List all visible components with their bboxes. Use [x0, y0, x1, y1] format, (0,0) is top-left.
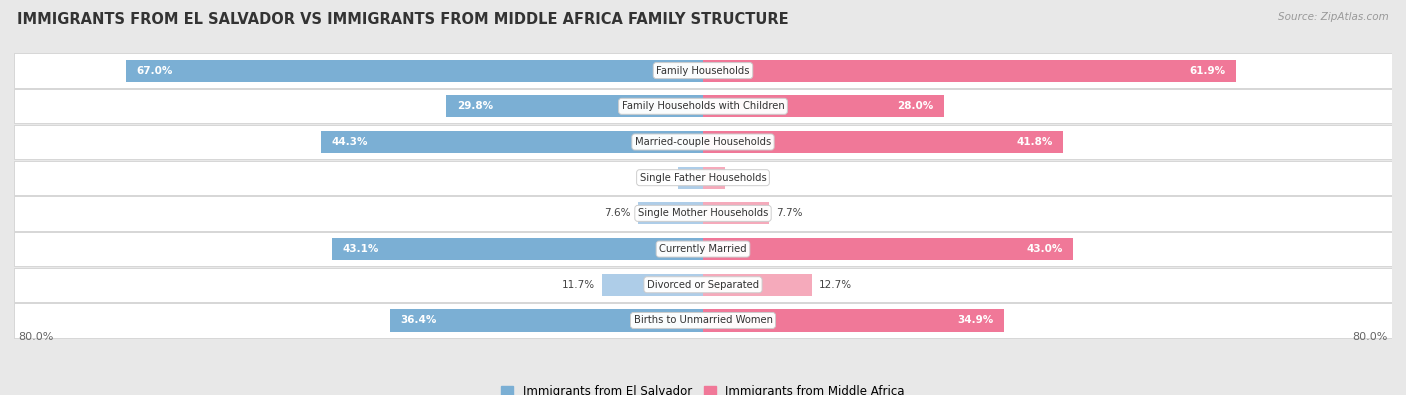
- Bar: [446, 95, 703, 117]
- Text: 44.3%: 44.3%: [332, 137, 368, 147]
- Text: Source: ZipAtlas.com: Source: ZipAtlas.com: [1278, 12, 1389, 22]
- Bar: [678, 167, 703, 189]
- Bar: [322, 131, 703, 153]
- Text: 11.7%: 11.7%: [562, 280, 595, 290]
- Text: 80.0%: 80.0%: [18, 332, 53, 342]
- Text: 28.0%: 28.0%: [897, 101, 934, 111]
- Bar: [127, 60, 703, 82]
- Bar: [703, 202, 769, 224]
- Text: 29.8%: 29.8%: [457, 101, 494, 111]
- Text: 7.6%: 7.6%: [605, 209, 631, 218]
- Text: Single Mother Households: Single Mother Households: [638, 209, 768, 218]
- Bar: [637, 202, 703, 224]
- Text: Births to Unmarried Women: Births to Unmarried Women: [634, 316, 772, 325]
- Bar: [14, 268, 1392, 302]
- Bar: [703, 274, 813, 296]
- Text: Single Father Households: Single Father Households: [640, 173, 766, 182]
- Bar: [14, 125, 1392, 159]
- Text: Married-couple Households: Married-couple Households: [636, 137, 770, 147]
- Bar: [14, 303, 1392, 338]
- Text: Family Households with Children: Family Households with Children: [621, 101, 785, 111]
- Text: Currently Married: Currently Married: [659, 244, 747, 254]
- Text: 7.7%: 7.7%: [776, 209, 803, 218]
- Text: IMMIGRANTS FROM EL SALVADOR VS IMMIGRANTS FROM MIDDLE AFRICA FAMILY STRUCTURE: IMMIGRANTS FROM EL SALVADOR VS IMMIGRANT…: [17, 12, 789, 27]
- Bar: [14, 89, 1392, 123]
- Text: 34.9%: 34.9%: [957, 316, 993, 325]
- Bar: [703, 309, 1004, 331]
- Bar: [332, 238, 703, 260]
- Bar: [602, 274, 703, 296]
- Text: 2.5%: 2.5%: [731, 173, 758, 182]
- Text: 43.0%: 43.0%: [1026, 244, 1063, 254]
- Bar: [703, 60, 1236, 82]
- Bar: [14, 196, 1392, 231]
- Text: 2.9%: 2.9%: [644, 173, 671, 182]
- Text: 80.0%: 80.0%: [1353, 332, 1388, 342]
- Text: Family Households: Family Households: [657, 66, 749, 75]
- Legend: Immigrants from El Salvador, Immigrants from Middle Africa: Immigrants from El Salvador, Immigrants …: [496, 380, 910, 395]
- Bar: [703, 167, 724, 189]
- Bar: [703, 95, 945, 117]
- Text: 36.4%: 36.4%: [399, 316, 436, 325]
- Text: 61.9%: 61.9%: [1189, 66, 1226, 75]
- Bar: [703, 131, 1063, 153]
- Text: 41.8%: 41.8%: [1017, 137, 1053, 147]
- Bar: [703, 238, 1073, 260]
- Bar: [14, 160, 1392, 195]
- Text: Divorced or Separated: Divorced or Separated: [647, 280, 759, 290]
- Bar: [14, 53, 1392, 88]
- Text: 12.7%: 12.7%: [820, 280, 852, 290]
- Text: 43.1%: 43.1%: [342, 244, 378, 254]
- Bar: [14, 232, 1392, 266]
- Text: 67.0%: 67.0%: [136, 66, 173, 75]
- Bar: [389, 309, 703, 331]
